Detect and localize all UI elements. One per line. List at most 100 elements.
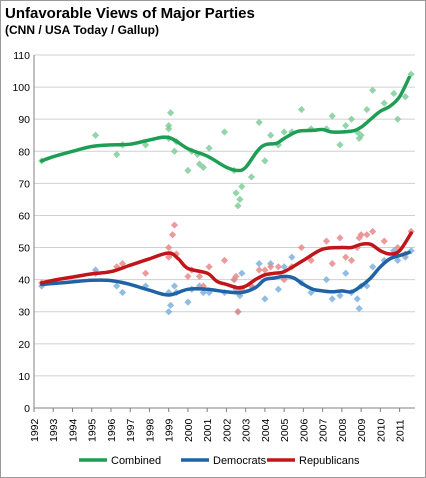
combined-data-point: [220, 128, 229, 136]
democrats-data-point: [353, 295, 361, 303]
combined-data-point: [238, 182, 246, 191]
combined-trend-line: [39, 75, 411, 173]
republicans-data-point: [342, 253, 350, 261]
x-tick-label: 2009: [356, 418, 368, 442]
combined-data-point: [357, 131, 365, 139]
combined-data-point: [184, 166, 192, 175]
combined-data-point: [380, 99, 388, 107]
combined-data-point: [170, 147, 179, 155]
democrats-data-point: [142, 282, 150, 290]
democrats-data-point: [322, 276, 331, 284]
trend-lines: [39, 75, 413, 297]
democrats-data-point: [165, 288, 173, 297]
x-tick-label: 2003: [241, 418, 253, 442]
legend-label-combined: Combined: [111, 455, 161, 467]
combined-data-point: [401, 93, 409, 101]
republicans-data-point: [267, 263, 275, 271]
y-tick-label: 20: [18, 339, 30, 351]
democrats-data-point: [261, 295, 269, 303]
y-tick-label: 0: [24, 403, 30, 415]
x-tick-label: 2001: [202, 418, 214, 442]
combined-data-point: [199, 163, 207, 171]
combined-data-point: [255, 118, 263, 126]
combined-data-point: [297, 105, 306, 114]
democrats-data-point: [363, 282, 371, 290]
x-tick-label: 1999: [164, 418, 176, 442]
republicans-data-point: [353, 243, 361, 252]
axes: [33, 55, 415, 412]
x-tick-label: 1994: [67, 418, 79, 442]
republicans-trend-line: [39, 231, 413, 290]
gridlines: [34, 54, 415, 409]
democrats-data-point: [170, 282, 179, 290]
chart-title: Unfavorable Views of Major Parties: [5, 5, 255, 22]
x-tick-label: 2004: [260, 418, 272, 442]
y-tick-label: 30: [18, 307, 30, 319]
combined-data-point: [369, 86, 377, 94]
x-tick-label: 2000: [183, 418, 195, 442]
democrats-data-point: [255, 259, 263, 268]
x-tick-label: 2007: [318, 418, 330, 442]
combined-data-point: [267, 131, 275, 139]
democrats-data-point: [394, 256, 402, 264]
republicans-data-point: [322, 237, 331, 245]
republicans-data-point: [142, 269, 150, 277]
republicans-data-point: [168, 231, 177, 239]
republicans-data-point: [297, 243, 306, 252]
republicans-data-point: [170, 221, 179, 229]
democrats-data-point: [165, 308, 173, 316]
republicans-data-point: [184, 272, 192, 281]
republicans-data-point: [255, 266, 263, 274]
x-tick-label: 2008: [337, 418, 349, 442]
democrats-data-point: [336, 292, 344, 300]
combined-data-point: [234, 202, 242, 210]
republicans-data-point: [280, 276, 288, 284]
combined-data-point: [91, 131, 100, 139]
x-tick-label: 1992: [29, 418, 41, 442]
y-tick-label: 80: [18, 146, 30, 158]
democrats-data-point: [369, 263, 377, 271]
democrats-data-point: [113, 282, 121, 290]
republicans-data-point: [195, 272, 204, 281]
democrats-data-point: [380, 256, 388, 264]
republicans-data-point: [205, 263, 213, 271]
democrats-data-point: [118, 288, 127, 297]
democrats-data-point: [232, 285, 240, 293]
republicans-data-point: [118, 259, 127, 268]
combined-data-point: [363, 105, 371, 114]
republicans-data-point: [363, 231, 371, 239]
y-tick-label: 40: [18, 275, 30, 287]
x-tick-labels: 1992 1993 1994 1995 1996 1997 1998 1999 2000 2001…: [29, 418, 407, 442]
democrats-data-point: [355, 304, 363, 313]
combined-data-point: [407, 70, 415, 78]
x-tick-label: 1995: [87, 418, 99, 442]
republicans-data-point: [199, 282, 207, 290]
democrats-data-point: [184, 298, 192, 306]
combined-data-point: [165, 122, 173, 130]
combined-data-point: [347, 115, 356, 123]
x-tick-label: 1998: [144, 418, 156, 442]
republicans-data-point: [165, 243, 173, 252]
democrats-data-point: [195, 282, 204, 290]
combined-data-point: [232, 189, 240, 197]
y-tick-label: 110: [13, 50, 30, 62]
democrats-data-point: [274, 285, 282, 293]
combined-data-point: [342, 122, 350, 130]
combined-data-point: [205, 144, 213, 152]
combined-data-point: [328, 112, 336, 120]
legend-label-democrats: Democrats: [213, 455, 267, 467]
x-tick-label: 2005: [279, 418, 291, 442]
x-tick-label: 1996: [106, 418, 118, 442]
combined-data-point: [113, 150, 121, 159]
republicans-data-point: [261, 266, 269, 274]
democrats-data-point: [328, 295, 336, 303]
democrats-data-point: [342, 269, 350, 277]
republicans-data-point: [274, 263, 282, 271]
combined-data-point: [280, 128, 288, 136]
republicans-data-point: [369, 227, 377, 236]
republicans-data-point: [238, 285, 246, 293]
republicans-data-point: [234, 308, 242, 316]
republicans-data-point: [113, 263, 121, 271]
y-tick-label: 90: [18, 114, 30, 126]
